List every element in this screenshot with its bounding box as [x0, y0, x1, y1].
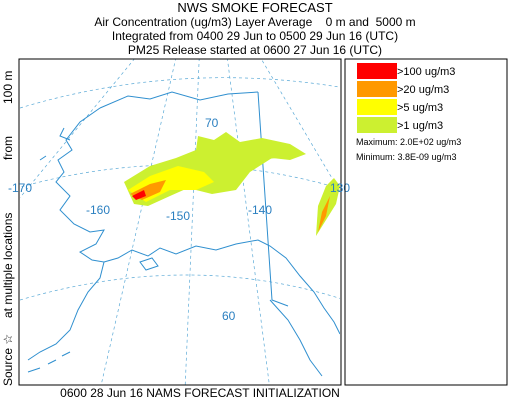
title: NWS SMOKE FORECAST	[177, 0, 332, 15]
locations-label: at multiple locations	[1, 213, 15, 318]
legend-swatch	[357, 99, 397, 115]
map: 70 60 -170 -160 -150 -140 130	[8, 58, 350, 386]
grid-label: -150	[166, 209, 190, 223]
island	[39, 127, 71, 161]
grid-label: -170	[8, 181, 32, 195]
map-frame	[18, 58, 342, 386]
legend-swatch	[357, 117, 397, 133]
side-label: Source ☆ at multiple locations from 100 …	[1, 71, 15, 386]
minimum-label: Minimum: 3.8E-09 ug/m3	[356, 152, 457, 162]
legend-swatch	[357, 63, 397, 79]
grid-label: -140	[248, 203, 272, 217]
height-label: 100 m	[1, 71, 15, 104]
island	[139, 257, 159, 271]
legend: Maximum: 2.0E+02 ug/m3 Minimum: 3.8E-09 …	[344, 58, 508, 386]
grid-label: 60	[222, 309, 236, 323]
legend-frame	[344, 58, 508, 386]
subtitle: PM25 Release started at 0600 27 Jun 16 (…	[128, 43, 382, 57]
legend-label: >20 ug/m3	[397, 84, 449, 96]
legend-label: >1 ug/m3	[397, 120, 443, 132]
footer: 0600 28 Jun 16 NAMS FORECAST INITIALIZAT…	[60, 386, 340, 400]
island	[27, 351, 71, 373]
border	[257, 91, 289, 307]
latitude-line	[20, 164, 340, 189]
latitude-line	[20, 274, 340, 301]
legend-label: >5 ug/m3	[397, 102, 443, 114]
coastline	[269, 299, 323, 377]
longitude-line	[227, 59, 270, 385]
coastline	[27, 91, 340, 361]
longitude-line	[260, 59, 340, 193]
legend-swatch	[357, 81, 397, 97]
grid-label: 70	[205, 116, 219, 130]
latitude-line	[20, 77, 340, 109]
source-label: Source ☆	[1, 334, 15, 386]
longitude-line	[20, 59, 135, 199]
maximum-label: Maximum: 2.0E+02 ug/m3	[356, 137, 461, 147]
grid-label: 130	[330, 181, 350, 195]
from-label: from	[1, 136, 15, 160]
longitude-line	[184, 59, 200, 385]
subtitle: Integrated from 0400 29 Jun to 0500 29 J…	[112, 29, 398, 43]
grid-label: -160	[86, 203, 110, 217]
legend-label: >100 ug/m3	[397, 66, 455, 78]
smoke-plume	[124, 132, 340, 236]
subtitle: Air Concentration (ug/m3) Layer Average …	[94, 15, 415, 29]
